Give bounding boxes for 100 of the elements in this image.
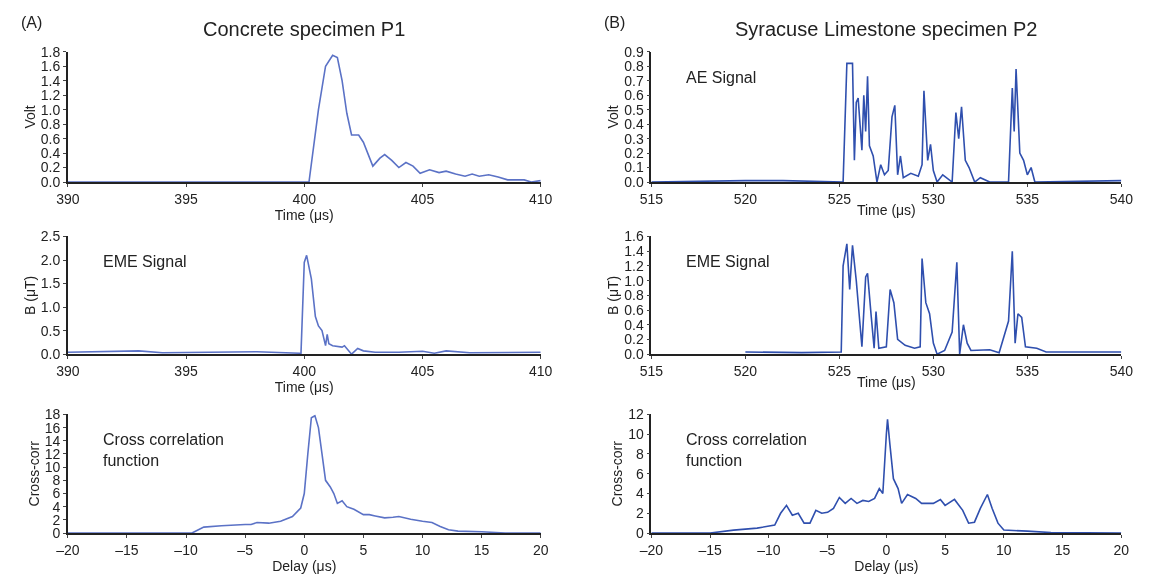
y-tick-label: 0.0 (40, 173, 61, 190)
chart-title: Syracuse Limestone specimen P2 (735, 18, 1038, 40)
y-tick-label: 1.0 (40, 101, 61, 118)
x-tick-label: 15 (473, 541, 490, 558)
y-tick-label: 1.8 (40, 43, 61, 60)
annotation: EME Signal (686, 253, 770, 270)
y-tick-label: 0.4 (624, 316, 645, 333)
y-tick-label: 0.8 (624, 287, 645, 304)
annotation: AE Signal (686, 69, 757, 86)
annotation: Cross correlation function (103, 431, 224, 469)
x-tick-label: 405 (410, 190, 435, 207)
y-tick-label: 1.2 (40, 87, 61, 104)
annotation: EME Signal (103, 253, 187, 270)
y-tick-label: 2.0 (40, 251, 61, 268)
y-tick-label: 0.8 (40, 116, 61, 133)
line-series (67, 54, 541, 183)
x-tick-label: 395 (174, 362, 198, 379)
x-tick-label: 525 (827, 190, 852, 207)
x-tick-label: 540 (1109, 362, 1134, 379)
y-tick-label: 0.2 (624, 144, 645, 161)
y-tick-label: 10 (628, 426, 645, 443)
x-tick-label: 410 (529, 190, 553, 207)
x-tick-label: 530 (921, 190, 946, 207)
x-tick-label: –20 (639, 541, 664, 558)
y-tick-label: 1.6 (624, 228, 645, 245)
text: (A) (21, 14, 43, 31)
y-tick-label: 1.0 (624, 272, 645, 289)
y-axis-title: Volt (605, 105, 622, 129)
y-tick-label: 1.4 (624, 243, 645, 260)
y-axis-title: B (μT) (21, 275, 38, 315)
y-tick-label: 1.5 (40, 275, 61, 292)
y-tick-label: 0.0 (624, 346, 645, 363)
x-tick-label: 10 (414, 541, 431, 558)
x-tick-label: –15 (115, 541, 139, 558)
y-tick-label: 0.6 (624, 87, 645, 104)
x-axis-title: Time (μs) (274, 206, 334, 223)
y-tick-label: 1.0 (40, 298, 61, 315)
x-tick-label: 535 (1015, 362, 1040, 379)
y-tick-label: 0.6 (624, 301, 645, 318)
y-tick-label: 2 (636, 505, 645, 522)
x-tick-label: 390 (56, 190, 80, 207)
x-tick-label: 530 (921, 362, 946, 379)
y-axis-title: Cross-corr (25, 440, 42, 507)
x-tick-label: 515 (639, 362, 664, 379)
x-tick-label: 5 (941, 541, 950, 558)
y-axis-title: Volt (21, 105, 38, 129)
y-tick-label: 0.2 (624, 331, 645, 348)
y-tick-label: 0.1 (624, 159, 645, 176)
x-tick-label: 400 (292, 190, 317, 207)
x-tick-label: 20 (1113, 541, 1130, 558)
y-tick-label: 12 (628, 406, 645, 423)
line-series (67, 414, 541, 534)
y-tick-label: 2.5 (40, 228, 61, 245)
text: (B) (604, 14, 626, 31)
y-tick-label: 1.2 (624, 257, 645, 274)
y-tick-label: 0.0 (40, 346, 61, 363)
x-axis-title: Delay (μs) (272, 557, 337, 574)
chart-title: Concrete specimen P1 (203, 18, 406, 40)
y-tick-label: 0.5 (40, 322, 61, 339)
x-tick-label: –15 (698, 541, 722, 558)
y-tick-label: 0.6 (40, 130, 61, 147)
x-tick-label: 540 (1109, 190, 1134, 207)
x-tick-label: –10 (174, 541, 198, 558)
x-tick-label: –20 (56, 541, 80, 558)
x-tick-label: 405 (410, 362, 435, 379)
x-tick-label: 525 (827, 362, 852, 379)
x-tick-label: 395 (174, 190, 198, 207)
y-tick-label: 0.7 (624, 72, 645, 89)
y-tick-label: 0 (636, 524, 645, 541)
y-tick-label: 0.3 (624, 130, 645, 147)
x-axis-title: Time (μs) (856, 202, 916, 219)
x-axis-title: Time (μs) (274, 378, 334, 395)
x-tick-label: 15 (1054, 541, 1071, 558)
x-tick-label: 520 (733, 362, 758, 379)
y-tick-label: 0.9 (624, 43, 645, 60)
x-tick-label: 390 (56, 362, 80, 379)
y-tick-label: 8 (636, 445, 645, 462)
x-tick-label: –5 (819, 541, 836, 558)
x-tick-label: –5 (237, 541, 254, 558)
y-tick-label: 1.4 (40, 72, 61, 89)
x-tick-label: 410 (529, 362, 553, 379)
x-tick-label: –10 (757, 541, 781, 558)
x-axis-title: Delay (μs) (854, 557, 919, 574)
x-tick-label: 400 (292, 362, 317, 379)
x-tick-label: 515 (639, 190, 664, 207)
y-tick-label: 0.4 (624, 116, 645, 133)
y-tick-label: 6 (636, 465, 645, 482)
y-axis-title: Cross-corr (609, 440, 626, 507)
y-tick-label: 0.2 (40, 159, 61, 176)
x-tick-label: 520 (733, 190, 758, 207)
annotation: Cross correlation function (686, 431, 807, 469)
x-tick-label: 535 (1015, 190, 1040, 207)
y-tick-label: 1.6 (40, 58, 61, 75)
x-axis-title: Time (μs) (856, 374, 916, 391)
x-tick-label: 10 (996, 541, 1012, 558)
x-tick-label: 20 (532, 541, 549, 558)
x-tick-label: 0 (300, 541, 309, 558)
y-tick-label: 0.8 (624, 58, 645, 75)
x-tick-label: 5 (359, 541, 368, 558)
y-tick-label: 0.0 (624, 173, 645, 190)
